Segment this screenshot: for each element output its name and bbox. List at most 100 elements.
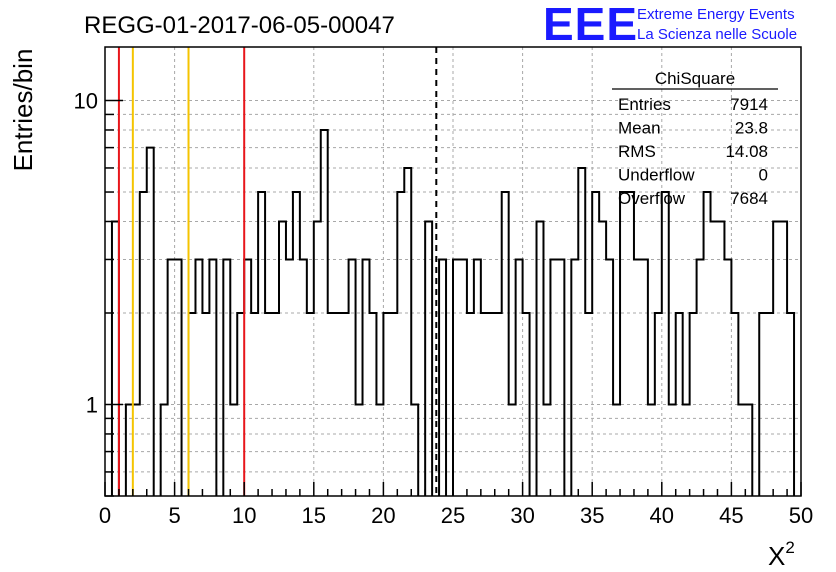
histogram-bin [363, 259, 370, 496]
histogram-bin [780, 221, 787, 496]
x-tick-label: 0 [99, 503, 111, 528]
stats-value: 23.8 [735, 119, 768, 138]
histogram-bin [634, 259, 641, 496]
y-tick-label: 10 [74, 89, 98, 114]
histogram-bin [655, 313, 662, 496]
x-tick-label: 5 [168, 503, 180, 528]
histogram-bin [481, 313, 488, 496]
logo-line-2: La Scienza nelle Scuole [637, 26, 797, 43]
x-tick-label: 40 [650, 503, 674, 528]
histogram-bin [648, 404, 655, 496]
histogram-bin [272, 313, 279, 496]
x-axis-label-superscript: 2 [785, 538, 794, 557]
histogram-bin [620, 192, 627, 496]
histogram-bin [509, 404, 516, 496]
histogram-bin [766, 313, 773, 496]
x-tick-label: 50 [789, 503, 813, 528]
histogram-bin [683, 404, 690, 496]
histogram-bin [690, 313, 697, 496]
histogram-bin [592, 192, 599, 496]
histogram-bin [369, 313, 376, 496]
y-axis-label: Entries/bin [8, 49, 38, 172]
stats-box: ChiSquare Entries 7914 Mean 23.8 RMS 14.08 Und… [612, 69, 778, 208]
histogram-bin [244, 259, 251, 496]
histogram-bin [787, 313, 794, 496]
histogram-bin [738, 404, 745, 496]
histogram-bin [223, 259, 230, 496]
histogram-outline [110, 128, 796, 496]
histogram-bin [404, 168, 411, 496]
logo-mark: EEE [543, 0, 638, 50]
histogram-bin [397, 192, 404, 496]
histogram-bin [711, 221, 718, 496]
histogram-bin [474, 259, 481, 496]
histogram-bin [230, 404, 237, 496]
histogram-bin [209, 259, 216, 496]
histogram-bin [641, 259, 648, 496]
histogram-bin [140, 192, 147, 496]
histogram-bin [543, 404, 550, 496]
histogram-bin [613, 404, 620, 496]
histogram-bin [265, 313, 272, 496]
histogram-bin [147, 148, 154, 496]
histogram-bin [745, 404, 752, 496]
y-axis: 1 10 [74, 89, 123, 497]
histogram-bin [202, 313, 209, 496]
histogram-bin [328, 313, 335, 496]
stats-rows: Entries 7914 Mean 23.8 RMS 14.08 Underflow 0 Ove… [618, 95, 768, 208]
x-axis-label: X2 [768, 538, 795, 571]
x-tick-label: 25 [441, 503, 465, 528]
histogram-bin [676, 313, 683, 496]
logo-line-1: Extreme Energy Events [637, 6, 795, 23]
histogram-bin [759, 313, 766, 496]
histogram-bin [390, 313, 397, 496]
histogram-bin [286, 259, 293, 496]
histogram-bin [300, 259, 307, 496]
histogram-bin [488, 313, 495, 496]
histogram-bin [724, 259, 731, 496]
histogram-bin [321, 130, 328, 496]
histogram-bin [516, 259, 523, 496]
histogram-bin [550, 259, 557, 496]
histogram-bin [669, 404, 676, 496]
stats-value: 0 [759, 166, 768, 185]
x-tick-label: 10 [232, 503, 256, 528]
histogram-bin [195, 259, 202, 496]
histogram-bin [495, 313, 502, 496]
histogram-bin [557, 259, 564, 496]
histogram-bin [662, 192, 669, 496]
histogram-bin [578, 168, 585, 496]
stats-value: 7914 [730, 95, 768, 114]
histogram-bin [453, 259, 460, 496]
histogram-bin [335, 313, 342, 496]
histogram-bin [175, 259, 182, 496]
histogram-bin [585, 313, 592, 496]
histogram-bin [425, 221, 432, 496]
histogram-bin [376, 404, 383, 496]
histogram-bin [126, 404, 133, 496]
histogram-bin [168, 259, 175, 496]
histogram-bin [717, 221, 724, 496]
histogram-bin [704, 192, 711, 496]
x-tick-label: 20 [371, 503, 395, 528]
stats-value: 14.08 [725, 142, 768, 161]
histogram-bin [523, 313, 530, 496]
x-axis-label-base: X [768, 541, 785, 571]
stats-label: Entries [618, 95, 671, 114]
x-tick-label: 35 [580, 503, 604, 528]
stats-label: Overflow [618, 189, 686, 208]
histogram-bin [293, 192, 300, 496]
marker-lines [117, 47, 438, 496]
stats-label: RMS [618, 142, 656, 161]
histogram-bin [606, 259, 613, 496]
histogram-bin [697, 259, 704, 496]
x-tick-label: 30 [510, 503, 534, 528]
histogram-bin [251, 313, 258, 496]
histogram-bin [571, 259, 578, 496]
histogram-bin [627, 192, 634, 496]
histogram-bin [314, 221, 321, 496]
histogram-bin [731, 313, 738, 496]
histogram-bin [537, 221, 544, 496]
histogram-bin [383, 313, 390, 496]
